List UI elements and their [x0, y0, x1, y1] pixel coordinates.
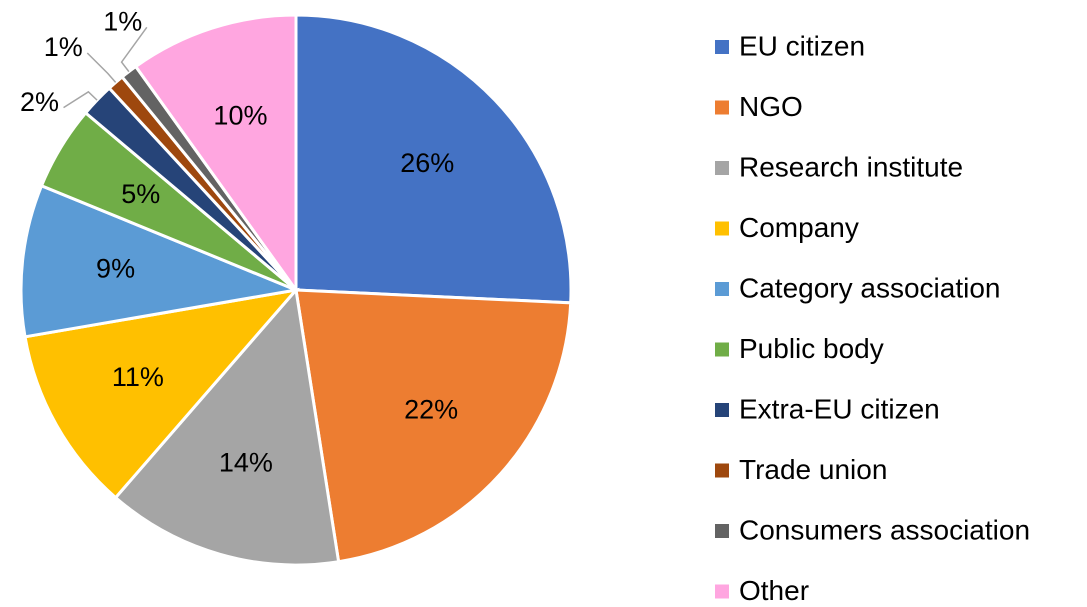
data-label: 1%	[103, 6, 142, 36]
data-label: 26%	[400, 148, 454, 178]
legend-label: NGO	[739, 91, 803, 122]
legend-label: Company	[739, 212, 859, 243]
data-label: 10%	[213, 100, 267, 130]
leader-line	[86, 52, 117, 83]
legend-label: Extra-EU citizen	[739, 393, 940, 424]
data-label: 9%	[96, 253, 135, 283]
legend-swatch	[715, 403, 729, 417]
legend-swatch	[715, 342, 729, 357]
pie-slice	[113, 286, 341, 567]
data-label: 2%	[20, 87, 59, 117]
legend-label: Public body	[739, 333, 884, 364]
leader-line	[63, 90, 98, 109]
legend-label: Trade union	[739, 454, 887, 485]
pie-slice	[294, 13, 573, 305]
legend-swatch	[715, 161, 729, 175]
pie-slice	[23, 287, 300, 500]
leader-line	[120, 26, 148, 73]
pie-slice	[294, 288, 573, 564]
legend-label: EU citizen	[739, 30, 865, 61]
legend-swatch	[715, 40, 729, 54]
pie-slice	[19, 183, 302, 339]
legend-swatch	[715, 100, 729, 115]
legend-label: Other	[739, 575, 809, 606]
legend-swatch	[715, 282, 729, 296]
data-label: 22%	[404, 394, 458, 424]
data-label: 1%	[44, 32, 83, 62]
pie-slice	[133, 13, 298, 295]
legend-swatch	[715, 524, 729, 538]
data-label: 14%	[219, 448, 273, 478]
legend-label: Research institute	[739, 151, 963, 182]
data-label: 11%	[112, 362, 164, 392]
legend-swatch	[715, 221, 729, 236]
legend-swatch	[715, 584, 729, 599]
legend-label: Consumers association	[739, 514, 1030, 545]
legend-label: Category association	[739, 272, 1000, 303]
data-label: 5%	[121, 179, 160, 209]
legend-swatch	[715, 463, 729, 478]
